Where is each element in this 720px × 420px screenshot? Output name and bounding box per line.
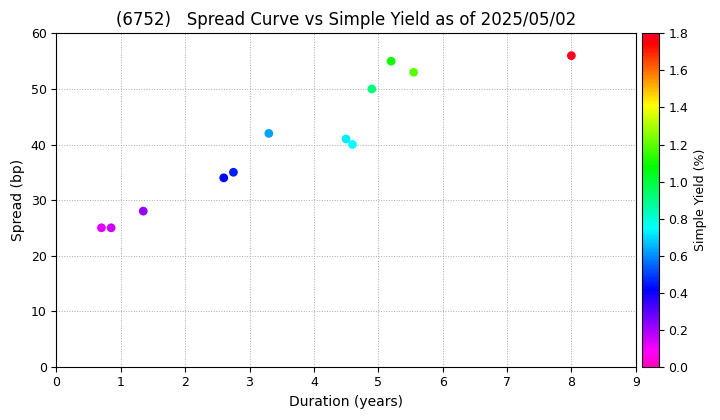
Point — [138, 208, 149, 215]
Point — [218, 174, 230, 181]
Point — [385, 58, 397, 65]
Point — [347, 141, 359, 148]
Point — [341, 136, 352, 142]
Point — [105, 224, 117, 231]
Point — [566, 52, 577, 59]
Y-axis label: Simple Yield (%): Simple Yield (%) — [694, 149, 707, 251]
Point — [263, 130, 274, 137]
Y-axis label: Spread (bp): Spread (bp) — [11, 159, 25, 241]
Point — [366, 86, 377, 92]
X-axis label: Duration (years): Duration (years) — [289, 395, 403, 409]
Title: (6752)   Spread Curve vs Simple Yield as of 2025/05/02: (6752) Spread Curve vs Simple Yield as o… — [116, 11, 576, 29]
Point — [228, 169, 239, 176]
Point — [408, 69, 420, 76]
Point — [96, 224, 107, 231]
